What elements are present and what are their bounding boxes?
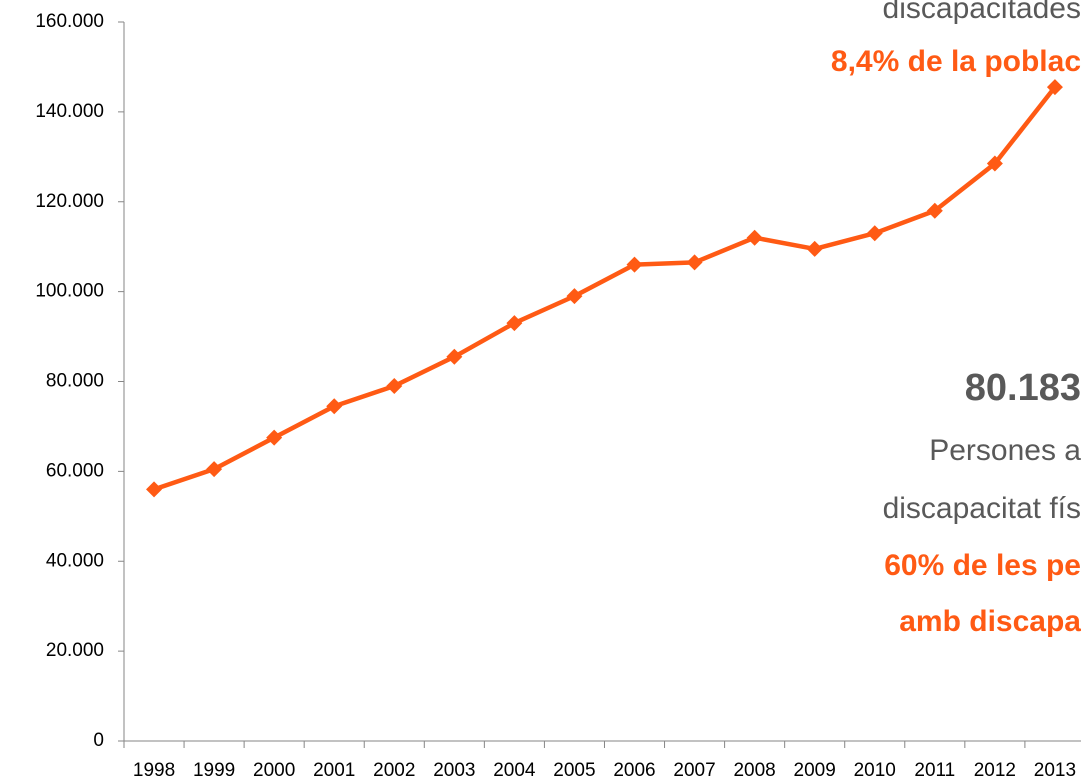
x-tick-label: 1999 (193, 760, 235, 781)
marker (626, 256, 643, 273)
marker (566, 288, 583, 305)
x-tick-label: 2009 (794, 760, 836, 781)
marker (266, 429, 283, 446)
marker (326, 398, 343, 415)
x-tick-label: 2006 (613, 760, 655, 781)
marker (506, 315, 523, 332)
x-tick-label: 2003 (433, 760, 475, 781)
marker (146, 481, 163, 498)
x-tick-label: 2008 (733, 760, 775, 781)
y-tick-label: 80.000 (46, 371, 104, 392)
y-tick-label: 0 (93, 730, 104, 751)
x-tick-label: 1998 (133, 760, 175, 781)
marker (1046, 79, 1063, 96)
x-tick-label: 2010 (854, 760, 896, 781)
y-tick-label: 160.000 (35, 11, 104, 32)
marker (746, 229, 763, 246)
x-tick-label: 2002 (373, 760, 415, 781)
annotation: discapacitades (883, 0, 1081, 25)
x-tick-label: 2013 (1034, 760, 1076, 781)
annotation: amb discapa (899, 605, 1081, 638)
marker (926, 202, 943, 219)
annotation: 80.183 (965, 367, 1081, 409)
y-tick-label: 60.000 (46, 460, 104, 481)
annotation: Persones a (929, 434, 1081, 467)
line (153, 85, 1057, 492)
x-tick-label: 2000 (253, 760, 295, 781)
y-tick-label: 20.000 (46, 640, 104, 661)
x-tick-label: 2007 (673, 760, 715, 781)
marker (206, 461, 223, 478)
annotation: 8,4% de la poblac (831, 45, 1081, 78)
x-tick-label: 2012 (974, 760, 1016, 781)
x-tick-label: 2004 (493, 760, 536, 781)
marker (986, 155, 1003, 172)
y-tick-label: 40.000 (46, 550, 104, 571)
annotation: 60% de les pe (884, 549, 1081, 582)
marker (446, 348, 463, 365)
x-tick-label: 2011 (914, 760, 955, 781)
marker (386, 377, 403, 394)
y-tick-label: 100.000 (35, 281, 104, 302)
y-tick-label: 140.000 (35, 101, 104, 122)
y-tick-label: 120.000 (35, 191, 104, 212)
x-tick-label: 2005 (553, 760, 595, 781)
marker (866, 225, 883, 242)
marker (686, 254, 703, 271)
marker (806, 240, 823, 257)
annotation: discapacitat fís (883, 492, 1081, 525)
x-tick-label: 2001 (313, 760, 355, 781)
